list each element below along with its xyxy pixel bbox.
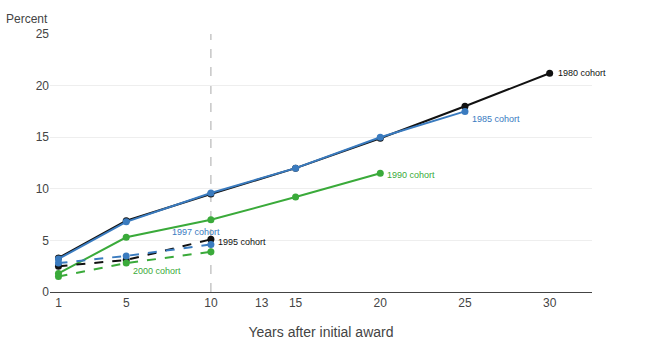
svg-text:30: 30 <box>543 296 557 310</box>
svg-text:1995 cohort: 1995 cohort <box>218 237 266 247</box>
svg-text:20: 20 <box>374 296 388 310</box>
svg-text:0: 0 <box>42 285 49 299</box>
svg-text:2000 cohort: 2000 cohort <box>133 266 181 276</box>
svg-text:Percent: Percent <box>6 12 48 26</box>
svg-text:1985 cohort: 1985 cohort <box>472 114 520 124</box>
svg-text:25: 25 <box>458 296 472 310</box>
svg-text:13: 13 <box>255 296 269 310</box>
svg-text:25: 25 <box>36 27 50 41</box>
svg-text:1990 cohort: 1990 cohort <box>387 170 435 180</box>
svg-text:10: 10 <box>36 182 50 196</box>
svg-text:1980 cohort: 1980 cohort <box>558 68 606 78</box>
svg-text:1: 1 <box>55 296 62 310</box>
svg-text:10: 10 <box>204 296 218 310</box>
svg-text:5: 5 <box>123 296 130 310</box>
svg-text:15: 15 <box>36 130 50 144</box>
svg-text:5: 5 <box>42 234 49 248</box>
svg-text:Years after initial award: Years after initial award <box>248 324 393 340</box>
svg-text:15: 15 <box>289 296 303 310</box>
svg-text:1997 cohort: 1997 cohort <box>172 227 220 237</box>
svg-text:20: 20 <box>36 79 50 93</box>
